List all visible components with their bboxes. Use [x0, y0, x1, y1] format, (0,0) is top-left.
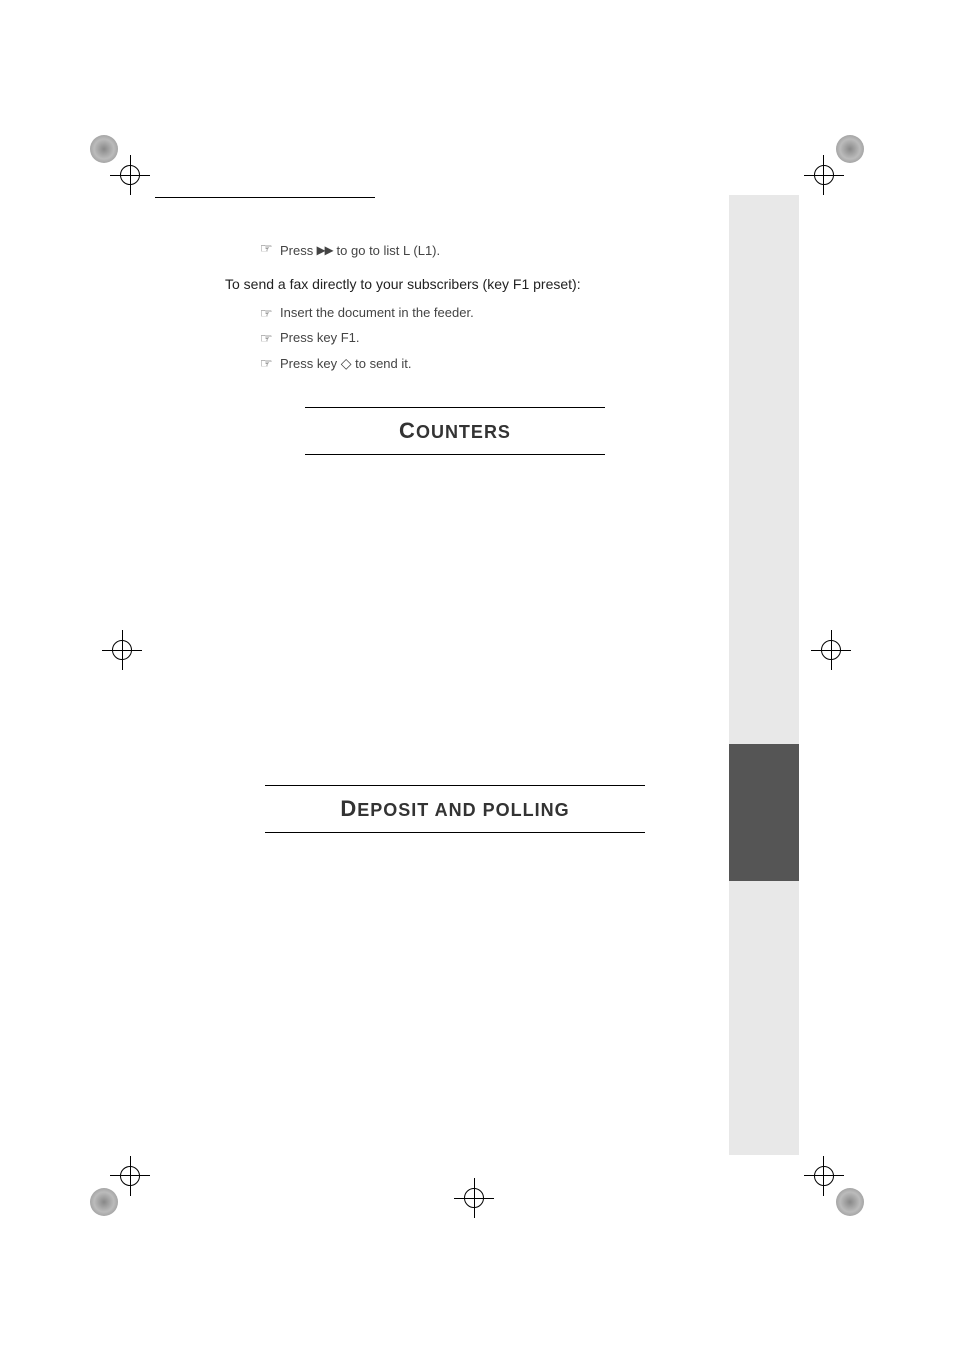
cross-line [804, 1175, 844, 1176]
title-first-letter: D [340, 796, 357, 821]
header-rule [265, 832, 645, 833]
sidebar-tabs [729, 195, 799, 1155]
sidebar-tab [729, 881, 799, 1018]
cross-line [831, 630, 832, 670]
sidebar-tab-active [729, 744, 799, 881]
header-title: COUNTERS [225, 408, 685, 454]
crop-mark-tr [804, 135, 864, 195]
sidebar-tab [729, 195, 799, 332]
sidebar-tab [729, 469, 799, 606]
reg-circle [814, 1166, 834, 1186]
title-rest: OUNTERS [416, 422, 511, 442]
text-fragment: preset): [533, 276, 580, 292]
reg-mark-right [809, 628, 854, 673]
title-rest: EPOSIT AND POLLING [357, 800, 569, 820]
crop-circle [90, 135, 118, 163]
header-title: DEPOSIT AND POLLING [225, 786, 685, 832]
cross-line [823, 155, 824, 195]
instruction-text: Press ▸▸ to go to list L (L1). [280, 240, 685, 260]
text-fragment: To send a fax directly to your subscribe… [225, 276, 509, 292]
reg-mark-left [100, 628, 145, 673]
section-header-counters: COUNTERS [225, 407, 685, 455]
key-label: F1 [341, 330, 356, 345]
section-header-deposit: DEPOSIT AND POLLING [225, 785, 685, 833]
sidebar-tab [729, 606, 799, 743]
cross-line [474, 1178, 475, 1218]
cross-line [823, 1156, 824, 1196]
crop-circle [90, 1188, 118, 1216]
title-first-letter: C [399, 418, 416, 443]
diamond-icon: ◇ [341, 355, 352, 372]
instruction-line: ☞ Insert the document in the feeder. [260, 305, 685, 322]
pointer-icon: ☞ [260, 305, 280, 322]
page-content: ☞ Press ▸▸ to go to list L (L1). To send… [225, 240, 685, 853]
forward-icon: ▸▸ [317, 240, 333, 260]
instruction-line: ☞ Press ▸▸ to go to list L (L1). [260, 240, 685, 260]
trim-line [155, 197, 375, 198]
cross-line [804, 175, 844, 176]
cross-line [130, 1156, 131, 1196]
sidebar-tab [729, 332, 799, 469]
cross-line [130, 155, 131, 195]
pointer-icon: ☞ [260, 330, 280, 347]
crop-circle [836, 1188, 864, 1216]
text-fragment: Press key [280, 330, 337, 345]
instruction-text: Insert the document in the feeder. [280, 305, 685, 320]
text-fragment: Press key [280, 356, 337, 371]
instruction-text: Press key F1. [280, 330, 685, 345]
text-fragment: to go to list L (L1). [337, 243, 441, 258]
text-fragment: to send it. [355, 356, 411, 371]
instruction-line: ☞ Press key F1. [260, 330, 685, 347]
header-rule [305, 454, 605, 455]
crop-mark-br [804, 1156, 864, 1216]
body-paragraph: To send a fax directly to your subscribe… [225, 275, 685, 295]
instruction-line: ☞ Press key ◇ to send it. [260, 355, 685, 372]
sidebar-tab [729, 1018, 799, 1155]
reg-mark-bottom [452, 1176, 497, 1221]
key-label: F1 [513, 276, 529, 292]
cross-line [122, 630, 123, 670]
pointer-icon: ☞ [260, 240, 280, 257]
pointer-icon: ☞ [260, 355, 280, 372]
crop-mark-tl [90, 135, 150, 195]
crop-circle [836, 135, 864, 163]
instruction-text: Press key ◇ to send it. [280, 355, 685, 372]
content-spacer [225, 475, 685, 750]
crop-mark-bl [90, 1156, 150, 1216]
text-fragment: Press [280, 243, 313, 258]
